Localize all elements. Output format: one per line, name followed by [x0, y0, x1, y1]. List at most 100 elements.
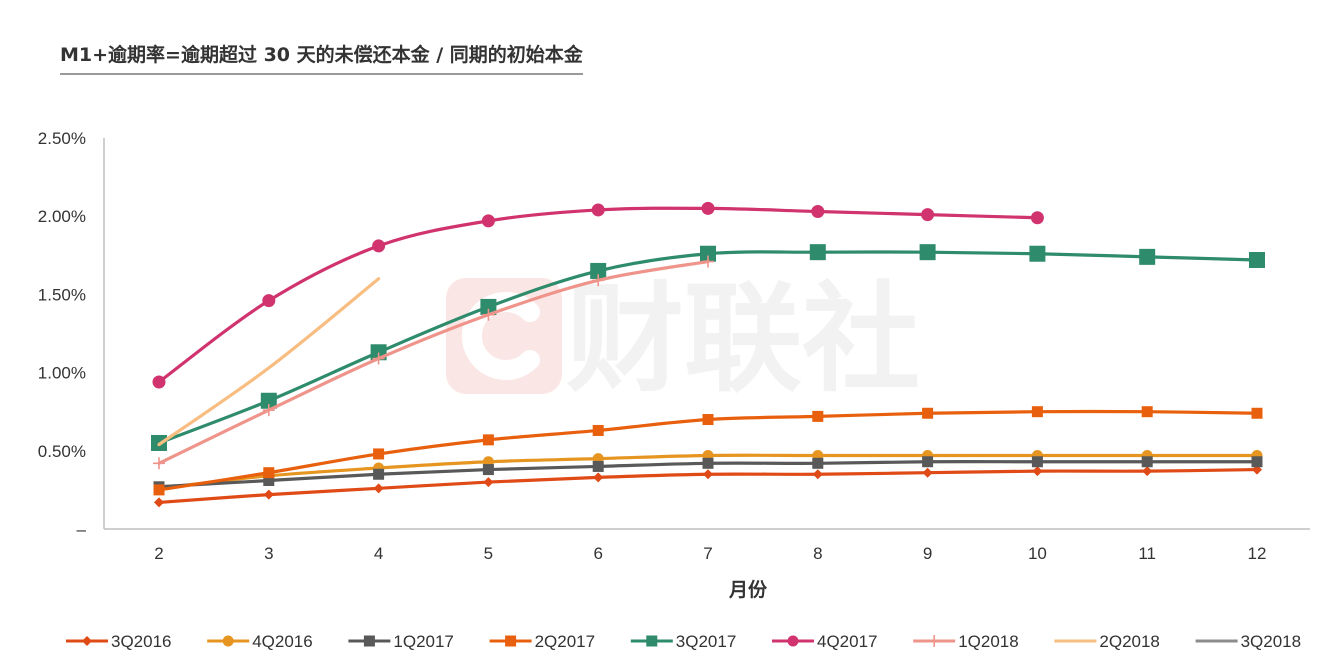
data-point	[480, 298, 497, 315]
x-tick-label: 4	[374, 544, 383, 563]
legend-label: 2Q2017	[535, 632, 596, 651]
data-point	[154, 497, 164, 508]
data-point	[1139, 248, 1156, 265]
x-axis-title: 月份	[728, 578, 768, 601]
y-tick-label: 1.00%	[38, 364, 86, 383]
x-tick-label: 2	[154, 544, 163, 563]
series-2Q2017	[153, 406, 1263, 496]
data-point	[703, 469, 713, 480]
series-3Q2016	[154, 464, 1262, 508]
data-point	[363, 635, 375, 647]
legend-item-3Q2018: 3Q2018	[1195, 632, 1301, 651]
x-tick-label: 9	[923, 544, 932, 563]
legend-item-1Q2018: 1Q2018	[913, 632, 1019, 651]
data-point	[482, 434, 494, 446]
legend-item-3Q2017: 3Q2017	[630, 632, 737, 651]
data-point	[373, 448, 385, 460]
data-point	[262, 294, 276, 308]
data-point	[702, 414, 714, 426]
data-point	[922, 467, 933, 478]
data-point	[702, 255, 714, 268]
data-point	[812, 457, 824, 469]
data-point	[812, 410, 824, 422]
data-point	[262, 404, 275, 417]
x-tick-label: 8	[813, 544, 822, 563]
data-point	[1031, 456, 1043, 468]
y-tick-label: –	[77, 520, 87, 539]
data-point	[260, 392, 277, 409]
legend-label: 1Q2018	[958, 632, 1019, 651]
data-point	[811, 205, 825, 219]
legend-item-3Q2016: 3Q2016	[66, 632, 172, 651]
x-tick-label: 10	[1028, 544, 1047, 563]
data-point	[153, 457, 165, 470]
legend-label: 1Q2017	[393, 632, 454, 651]
data-point	[1029, 245, 1046, 262]
data-point	[483, 477, 494, 488]
data-point	[592, 460, 604, 472]
data-point	[809, 244, 826, 261]
watermark: 财联社	[446, 270, 920, 408]
data-point	[152, 375, 166, 389]
x-tick-label: 6	[593, 544, 602, 563]
data-point	[372, 239, 386, 253]
legend-label: 4Q2016	[252, 632, 313, 651]
cls-logo-icon	[446, 278, 562, 394]
data-point	[702, 457, 714, 469]
data-point	[1249, 251, 1265, 268]
data-point	[1251, 456, 1263, 468]
series-1Q2018	[153, 255, 714, 470]
x-tick-label: 3	[264, 544, 273, 563]
data-point	[787, 635, 799, 647]
series-4Q2017	[152, 201, 1044, 389]
data-point	[263, 489, 274, 500]
data-point	[505, 635, 517, 647]
data-point	[1251, 407, 1263, 419]
data-point	[372, 352, 385, 365]
data-point	[1031, 406, 1043, 418]
data-point	[701, 201, 715, 215]
legend-item-4Q2016: 4Q2016	[207, 632, 313, 651]
legend-label: 2Q2018	[1099, 632, 1160, 651]
watermark-text: 财联社	[566, 270, 920, 408]
data-point	[481, 214, 495, 228]
data-point	[222, 635, 234, 647]
series-line	[157, 259, 710, 465]
legend-label: 3Q2016	[111, 632, 172, 651]
axes: – 0.50% 1.00% 1.50% 2.00% 2.50% 2 3 4 5 6 7 8 9 10 11 12…	[38, 129, 1310, 601]
data-point	[1141, 406, 1153, 418]
y-tick-label: 2.50%	[38, 129, 86, 148]
chart-title: M1+逾期率=逾期超过 30 天的未偿还本金 / 同期的初始本金	[60, 40, 583, 75]
legend-label: 4Q2017	[817, 632, 878, 651]
data-point	[482, 308, 495, 321]
y-tick-label: 2.00%	[38, 207, 86, 226]
series-line	[157, 277, 381, 447]
series-3Q2017	[151, 244, 1265, 451]
x-tick-label: 12	[1248, 544, 1267, 563]
data-point	[592, 274, 605, 287]
data-point	[700, 245, 716, 262]
data-point	[922, 456, 934, 468]
data-point	[482, 464, 494, 476]
y-tick-label: 1.50%	[38, 285, 86, 304]
data-point	[590, 262, 607, 279]
series-layer	[151, 201, 1265, 508]
legend-item-4Q2017: 4Q2017	[772, 632, 878, 651]
legend-item-1Q2017: 1Q2017	[348, 632, 454, 651]
legend-label: 3Q2017	[676, 632, 737, 651]
data-point	[919, 244, 936, 261]
data-point	[82, 636, 92, 646]
data-point	[263, 467, 275, 479]
data-point	[1141, 456, 1153, 468]
legend: 3Q2016 4Q2016 1Q2017 2Q2017 3Q2017 4Q2017 1Q20…	[66, 632, 1301, 651]
data-point	[263, 475, 275, 487]
data-point	[928, 635, 941, 647]
data-point	[812, 469, 823, 480]
data-point	[922, 407, 934, 419]
data-point	[592, 424, 604, 436]
x-tick-label: 11	[1138, 544, 1156, 563]
data-point	[373, 483, 384, 494]
series-2Q2018	[157, 277, 381, 447]
data-point	[921, 208, 935, 222]
